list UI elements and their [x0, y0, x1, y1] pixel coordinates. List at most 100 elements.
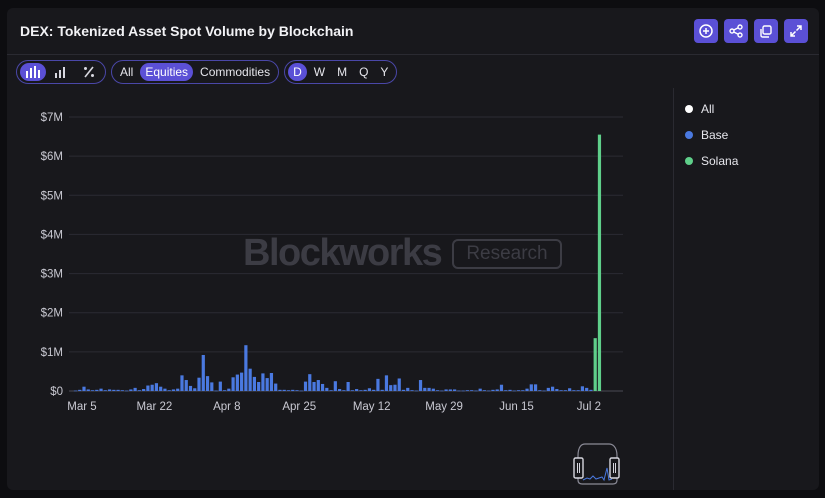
bar-base: [342, 390, 346, 391]
bar-base: [444, 389, 448, 391]
bar-base: [380, 389, 384, 391]
bar-base: [355, 389, 359, 391]
copy-button[interactable]: [754, 19, 778, 43]
bar-base: [107, 389, 112, 391]
chart-toolbar: All Equities Commodities D W M Q Y: [16, 60, 398, 84]
bar-base: [193, 388, 197, 391]
interval-yearly[interactable]: Y: [380, 65, 389, 79]
bar-base: [112, 389, 116, 391]
bar-base: [478, 388, 482, 391]
bar-base: [397, 378, 401, 391]
bar-base: [210, 382, 214, 391]
x-tick-label: Jul 2: [577, 401, 601, 413]
asset-filter-group: All Equities Commodities: [111, 60, 280, 84]
bar-chart-toggle[interactable]: [20, 63, 46, 81]
x-tick-label: Apr 25: [282, 401, 316, 413]
bar-base: [508, 389, 512, 391]
bar-base: [576, 390, 580, 391]
bar-base: [474, 390, 478, 392]
card-header: DEX: Tokenized Asset Spot Volume by Bloc…: [7, 8, 819, 55]
bar-base: [257, 381, 261, 391]
range-brush[interactable]: [573, 438, 625, 488]
bar-base: [312, 381, 316, 391]
stacked-bar-icon: [55, 67, 65, 78]
bar-base: [142, 389, 146, 391]
bar-base: [180, 375, 184, 391]
bar-base: [86, 389, 90, 391]
filter-commodities[interactable]: Commodities: [200, 65, 271, 79]
percent-icon: [84, 66, 94, 78]
bar-base: [103, 390, 107, 391]
bar-base: [546, 387, 550, 391]
y-tick-label: $4M: [41, 229, 63, 241]
bar-base: [427, 387, 431, 391]
bar-base: [146, 385, 150, 391]
stacked-bar-toggle[interactable]: [48, 63, 74, 81]
bar-base: [133, 387, 137, 391]
bar-base: [291, 389, 295, 391]
bar-base: [504, 390, 508, 391]
bar-base: [308, 374, 312, 391]
bar-base: [244, 345, 248, 391]
interval-quarterly[interactable]: Q: [359, 65, 369, 79]
bar-base: [227, 388, 231, 391]
bar-base: [154, 383, 159, 391]
bar-base: [286, 390, 291, 391]
bar-base: [116, 389, 120, 391]
bar-base: [359, 390, 363, 391]
bar-base: [367, 388, 372, 391]
bar-base: [167, 390, 171, 391]
bar-base: [487, 390, 491, 392]
bar-base: [431, 388, 435, 391]
y-tick-label: $1M: [41, 347, 63, 359]
bar-base: [580, 386, 585, 391]
bar-base: [435, 390, 440, 391]
bar-base: [240, 372, 244, 391]
bar-base: [159, 386, 163, 391]
filter-all[interactable]: All: [120, 65, 134, 79]
expand-button[interactable]: [784, 19, 808, 43]
chart-card: DEX: Tokenized Asset Spot Volume by Bloc…: [7, 8, 819, 490]
expand-icon: [790, 25, 802, 37]
bar-solana: [593, 338, 597, 391]
interval-daily[interactable]: D: [288, 63, 307, 81]
bar-base: [120, 390, 124, 391]
bar-base: [491, 389, 495, 391]
bar-base: [482, 390, 487, 391]
legend-dot: [685, 105, 693, 113]
bar-base: [589, 389, 593, 391]
bar-base: [418, 380, 423, 391]
share-button[interactable]: [724, 19, 748, 43]
bar-base: [563, 390, 567, 391]
bar-base: [282, 389, 286, 391]
bar-base: [329, 390, 333, 391]
bar-base: [512, 390, 516, 392]
legend-item-all[interactable]: All: [685, 96, 738, 122]
brush-handle-left[interactable]: [573, 457, 584, 479]
legend-item-base[interactable]: Base: [685, 122, 738, 148]
bar-base: [384, 375, 389, 391]
y-tick-label: $3M: [41, 269, 63, 281]
x-tick-label: May 29: [425, 401, 463, 413]
interval-weekly[interactable]: W: [313, 65, 326, 79]
bar-base: [333, 381, 337, 391]
bar-base: [495, 389, 499, 391]
bar-base: [499, 384, 504, 391]
legend-item-solana[interactable]: Solana: [685, 148, 738, 174]
filter-equities[interactable]: Equities: [140, 63, 194, 81]
bar-base: [516, 390, 521, 391]
percent-toggle[interactable]: [76, 63, 102, 81]
bar-base: [184, 380, 188, 391]
bar-base: [406, 387, 410, 391]
bar-base: [299, 390, 303, 392]
bar-base: [248, 368, 252, 391]
x-tick-label: Mar 22: [137, 401, 173, 413]
brush-handle-right[interactable]: [609, 457, 620, 479]
y-tick-label: $0: [50, 386, 63, 398]
bar-base: [551, 386, 555, 391]
bar-base: [521, 390, 525, 391]
add-button[interactable]: [694, 19, 718, 43]
interval-monthly[interactable]: M: [337, 65, 348, 79]
bar-solana: [597, 134, 602, 391]
bar-base: [78, 389, 82, 391]
